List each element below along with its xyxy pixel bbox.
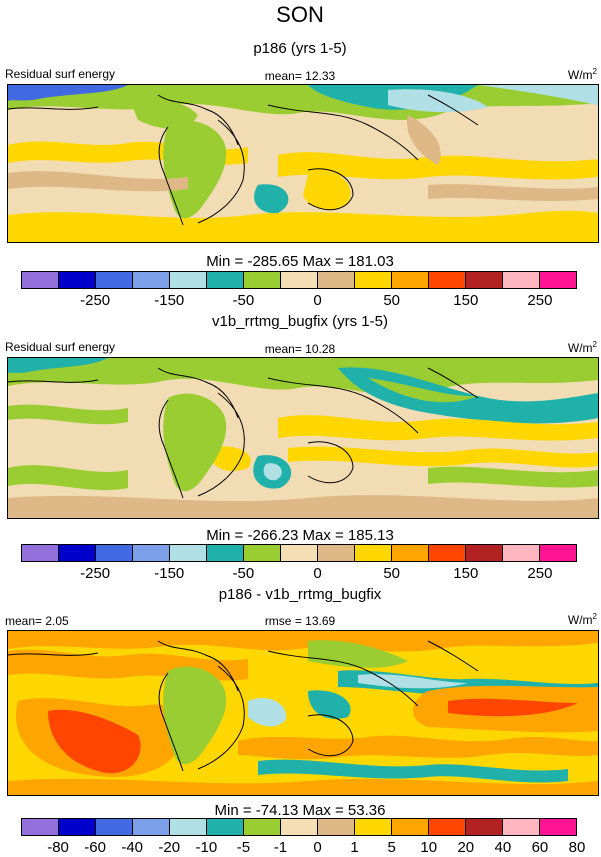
colorbar-tick-label: 80 — [568, 839, 586, 856]
colorbar-tick-label: 10 — [420, 839, 438, 856]
colorbar-box — [281, 272, 318, 288]
panel2-title: v1b_rrtmg_bugfix (yrs 1-5) — [212, 313, 388, 330]
panel1-title: p186 (yrs 1-5) — [253, 40, 347, 57]
colorbar-box — [429, 545, 466, 561]
colorbar-tick-label: 250 — [527, 292, 553, 309]
colorbar-box — [540, 819, 576, 835]
colorbar-tick-label: 5 — [387, 839, 396, 856]
colorbar-box — [170, 545, 207, 561]
colorbar-tick-label: -10 — [195, 839, 218, 856]
colorbar-box — [355, 819, 392, 835]
colorbar-box — [59, 819, 96, 835]
colorbar-tick-label: 250 — [527, 565, 553, 582]
colorbar-box — [170, 272, 207, 288]
colorbar-box — [540, 272, 576, 288]
colorbar-tick-label: 20 — [457, 839, 475, 856]
colorbar-tick-label: 0 — [313, 292, 322, 309]
colorbar-tick-label: 150 — [453, 565, 479, 582]
panel1-map-svg — [8, 85, 598, 242]
colorbar-box — [466, 819, 503, 835]
colorbar-tick-label: -20 — [158, 839, 181, 856]
colorbar-tick-label: -250 — [80, 565, 111, 582]
colorbar-tick-label: -150 — [154, 565, 185, 582]
colorbar-box — [207, 819, 244, 835]
colorbar-tick-label: 0 — [313, 565, 322, 582]
panel3-mean-label: mean= 2.05 — [5, 614, 69, 628]
colorbar-tick-label: 40 — [494, 839, 512, 856]
panel2-map-svg — [8, 358, 598, 518]
colorbar-box — [355, 272, 392, 288]
colorbar-tick-label: -60 — [84, 839, 106, 856]
colorbar-tick-label: 150 — [453, 292, 479, 309]
panel3-title: p186 - v1b_rrtmg_bugfix — [218, 586, 382, 603]
colorbar-box — [318, 272, 355, 288]
colorbar-box — [22, 545, 59, 561]
panel3-minmax: Min = -74.13 Max = 53.36 — [214, 802, 386, 819]
colorbar-box — [22, 819, 59, 835]
panel1-colorbar — [21, 271, 577, 289]
panel2-variable-label: Residual surf energy — [5, 340, 116, 354]
colorbar-tick-label: 50 — [383, 292, 400, 309]
colorbar-tick-label: -150 — [154, 292, 185, 309]
colorbar-box — [281, 545, 318, 561]
colorbar-box — [133, 272, 170, 288]
colorbar-box — [133, 819, 170, 835]
colorbar-tick-label: -1 — [273, 839, 288, 856]
colorbar-box — [466, 545, 503, 561]
colorbar-tick-label: -80 — [47, 839, 69, 856]
colorbar-tick-label: -50 — [232, 292, 255, 309]
colorbar-tick-label: 50 — [383, 565, 400, 582]
panel2-mean-label: mean= 10.28 — [264, 342, 336, 356]
colorbar-box — [318, 819, 355, 835]
colorbar-box — [318, 545, 355, 561]
season-title: SON — [276, 2, 324, 27]
colorbar-box — [281, 819, 318, 835]
colorbar-tick-label: -40 — [121, 839, 144, 856]
panel2-minmax: Min = -266.23 Max = 185.13 — [206, 527, 394, 544]
colorbar-box — [503, 545, 540, 561]
colorbar-box — [22, 272, 59, 288]
colorbar-box — [466, 272, 503, 288]
panel1-minmax: Min = -285.65 Max = 181.03 — [206, 253, 394, 270]
panel1-mean-label: mean= 12.33 — [264, 69, 336, 83]
panel3-colorbar — [21, 818, 577, 836]
colorbar-box — [392, 819, 429, 835]
colorbar-tick-label: -250 — [80, 292, 111, 309]
colorbar-box — [540, 545, 576, 561]
panel1-map — [7, 84, 599, 243]
colorbar-box — [96, 272, 133, 288]
colorbar-box — [429, 272, 466, 288]
colorbar-box — [96, 819, 133, 835]
panel1-units: W/m2 — [567, 67, 597, 82]
colorbar-box — [503, 272, 540, 288]
colorbar-box — [207, 272, 244, 288]
colorbar-box — [59, 272, 96, 288]
colorbar-box — [392, 272, 429, 288]
panel3-map-svg — [8, 631, 598, 795]
panel1-variable-label: Residual surf energy — [5, 67, 116, 81]
colorbar-tick-label: -50 — [232, 565, 255, 582]
colorbar-box — [429, 819, 466, 835]
panel3-map — [7, 630, 599, 796]
panel3-rmse-label: rmse = 13.69 — [264, 614, 336, 628]
colorbar-box — [207, 545, 244, 561]
colorbar-box — [96, 545, 133, 561]
colorbar-box — [170, 819, 207, 835]
colorbar-tick-label: -5 — [236, 839, 251, 856]
colorbar-tick-label: 1 — [350, 839, 359, 856]
colorbar-box — [392, 545, 429, 561]
panel2-map — [7, 357, 599, 519]
colorbar-box — [355, 545, 392, 561]
colorbar-box — [244, 545, 281, 561]
colorbar-box — [244, 819, 281, 835]
colorbar-box — [59, 545, 96, 561]
panel2-units: W/m2 — [567, 340, 597, 355]
panel3-units: W/m2 — [567, 612, 597, 627]
colorbar-box — [503, 819, 540, 835]
colorbar-box — [244, 272, 281, 288]
colorbar-tick-label: 0 — [313, 839, 322, 856]
colorbar-box — [133, 545, 170, 561]
panel2-colorbar — [21, 544, 577, 562]
colorbar-tick-label: 60 — [531, 839, 549, 856]
